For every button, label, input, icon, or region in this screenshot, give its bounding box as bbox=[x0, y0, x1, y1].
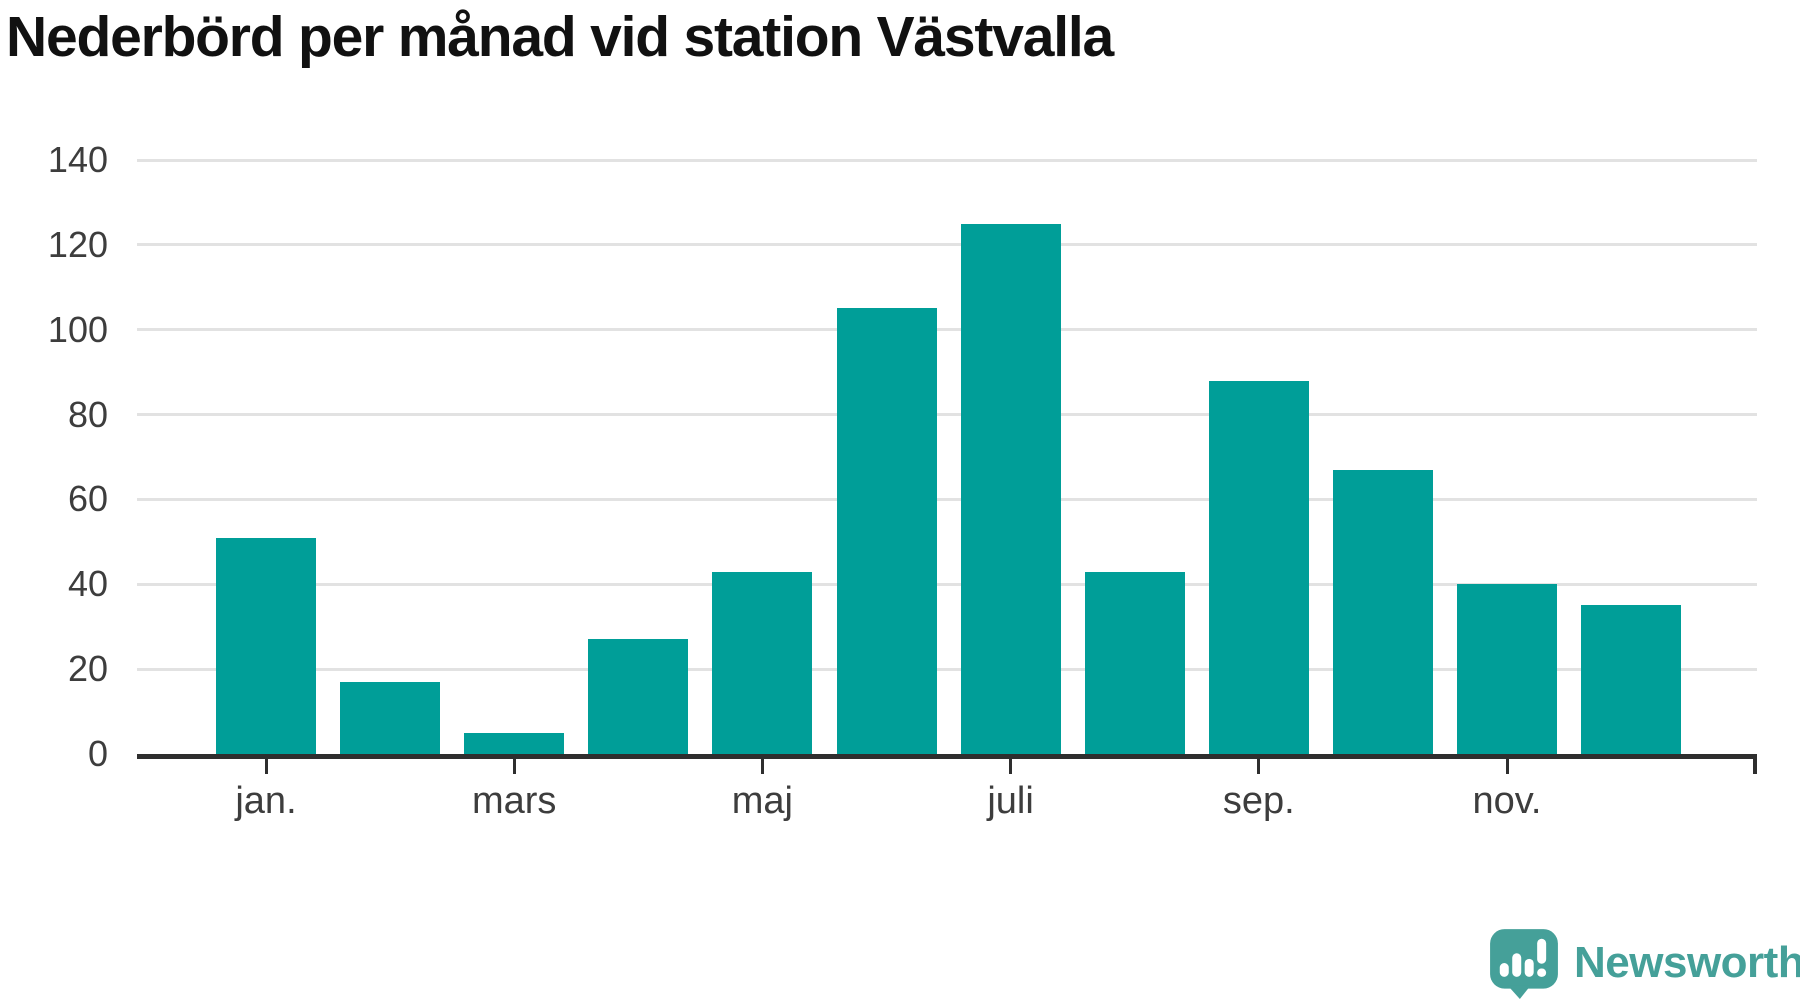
newsworthy-logo: Newsworthy bbox=[1488, 926, 1800, 1000]
y-tick-label-80: 80 bbox=[67, 393, 108, 435]
x-tick-nov bbox=[1505, 759, 1509, 774]
bar-month-7 bbox=[960, 224, 1061, 754]
bar-month-1 bbox=[216, 538, 316, 754]
x-tick-label-nov: nov. bbox=[1472, 780, 1542, 822]
x-tick-sep bbox=[1257, 759, 1261, 774]
newsworthy-logo-text: Newsworthy bbox=[1574, 938, 1800, 987]
bar-month-9 bbox=[1208, 381, 1309, 754]
x-tick-label-mars: mars bbox=[471, 780, 557, 822]
bar-month-8 bbox=[1084, 572, 1185, 754]
gridline-60 bbox=[137, 497, 1757, 501]
bar-month-5 bbox=[712, 572, 813, 754]
y-tick-label-0: 0 bbox=[87, 733, 108, 774]
x-tick-maj bbox=[760, 759, 764, 774]
bar-month-12 bbox=[1581, 605, 1682, 754]
x-axis-end-tick bbox=[1753, 754, 1757, 774]
x-tick-jan bbox=[264, 759, 268, 774]
gridline-80 bbox=[137, 413, 1757, 417]
y-tick-label-140: 140 bbox=[47, 139, 108, 180]
x-tick-mars bbox=[512, 759, 516, 774]
y-tick-label-100: 100 bbox=[47, 308, 108, 350]
bar-month-2 bbox=[340, 682, 441, 754]
x-tick-label-sep: sep. bbox=[1222, 780, 1295, 822]
chart-title: Nederbörd per månad vid station Västvall… bbox=[6, 5, 1114, 69]
gridline-140 bbox=[137, 158, 1757, 162]
bar-month-10 bbox=[1332, 470, 1433, 754]
gridline-40 bbox=[137, 582, 1757, 586]
gridline-120 bbox=[137, 243, 1757, 247]
bar-month-3 bbox=[464, 733, 565, 754]
y-tick-label-40: 40 bbox=[67, 563, 108, 605]
bar-month-4 bbox=[588, 639, 689, 754]
y-tick-label-60: 60 bbox=[67, 478, 108, 520]
x-tick-juli bbox=[1009, 759, 1013, 774]
bar-month-11 bbox=[1457, 584, 1557, 754]
x-tick-label-jan: jan. bbox=[235, 780, 297, 822]
x-axis-line bbox=[137, 754, 1757, 759]
x-tick-label-juli: juli bbox=[987, 780, 1034, 822]
gridline-100 bbox=[137, 328, 1757, 332]
y-tick-label-20: 20 bbox=[67, 648, 108, 690]
y-tick-label-120: 120 bbox=[47, 223, 108, 265]
bar-month-6 bbox=[836, 308, 937, 754]
newsworthy-bubble-chart-icon bbox=[1490, 929, 1558, 999]
gridline-20 bbox=[137, 667, 1757, 671]
x-tick-label-maj: maj bbox=[731, 780, 793, 822]
